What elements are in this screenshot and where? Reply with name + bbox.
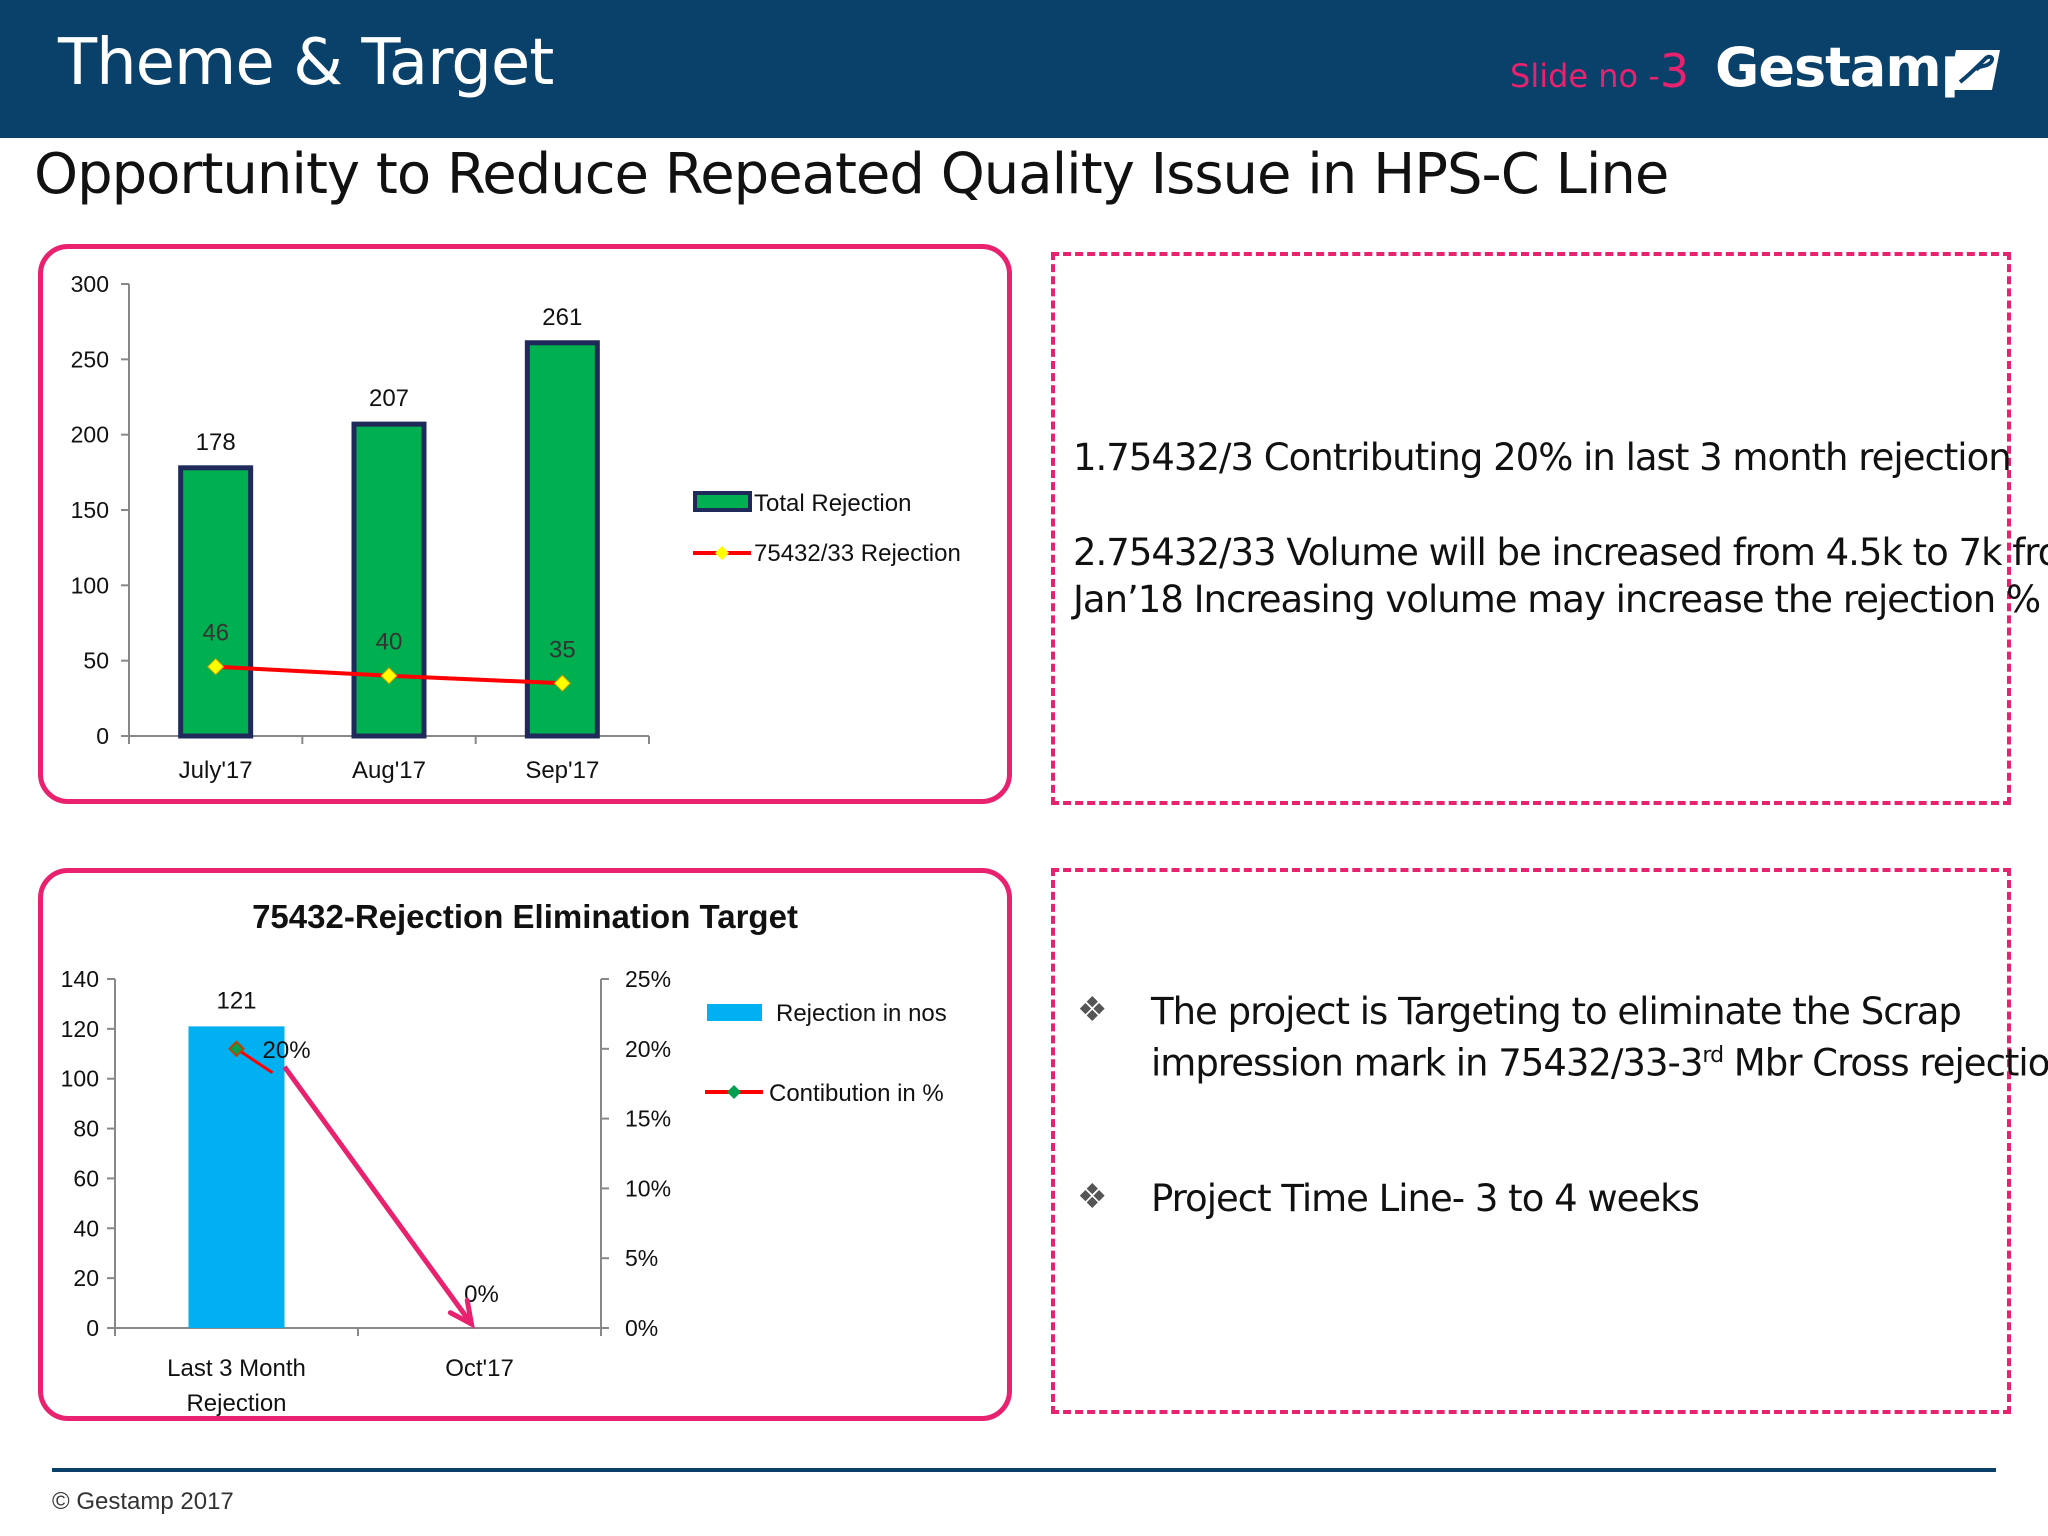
trend-arrow-head	[447, 1297, 475, 1329]
y-tick-label: 150	[71, 497, 109, 523]
slide-title: Theme & Target	[58, 26, 554, 100]
elimination-target-chart-panel: 75432-Rejection Elimination Target 0 20 40 6…	[38, 868, 1012, 1421]
bullet-icon: ❖	[1077, 1178, 1108, 1216]
line-point-marker	[553, 674, 572, 692]
x-tick-label: July'17	[179, 757, 253, 784]
left-y-tick-label: 140	[61, 966, 99, 992]
line-point-marker	[380, 667, 398, 685]
x-tick-label: Last 3 Month	[167, 1355, 306, 1382]
y-tick-label: 300	[71, 271, 109, 297]
left-y-tick-label: 0	[86, 1315, 99, 1341]
y-tick-label: 100	[71, 572, 109, 598]
left-y-tick-label: 120	[61, 1016, 99, 1042]
bar-data-label: 207	[369, 385, 409, 412]
project-target-text-box: ❖ The project is Targeting to eliminate …	[1051, 868, 2048, 1414]
line-data-label: 35	[549, 636, 576, 663]
y-tick-label: 50	[83, 648, 109, 674]
bar-total-rejection	[178, 465, 254, 739]
legend-marker-75432-33	[715, 546, 729, 560]
rejection-trend-chart: 0 50 100 150 200 250 300 July'17 Aug'17 Sep'17 178…	[71, 271, 961, 784]
x-tick-label: Rejection	[186, 1390, 286, 1416]
line-data-label: 46	[202, 620, 229, 647]
line-data-label: 40	[376, 629, 403, 656]
bar-total-rejection	[524, 340, 600, 739]
analysis-point-1: 1.75432/3 Contributing 20% in last 3 mon…	[1073, 436, 2012, 479]
legend-label-total-rejection: Total Rejection	[754, 490, 911, 517]
footer-divider	[52, 1468, 1996, 1472]
elimination-target-chart: 75432-Rejection Elimination Target 0 20 40 6…	[61, 898, 947, 1416]
legend-swatch-rejection-in-nos	[707, 1004, 762, 1021]
item1-line2-post: Mbr Cross rejection	[1723, 1041, 2048, 1085]
header-bar: Theme & Target Slide no -3 Gestamp	[0, 0, 2048, 138]
x-tick-label: Sep'17	[525, 757, 599, 784]
page-subtitle: Opportunity to Reduce Repeated Quality I…	[34, 142, 1669, 207]
item1-line2-superscript: rd	[1702, 1043, 1724, 1068]
item1-line2-pre: impression mark in 75432/33-3	[1151, 1041, 1703, 1085]
line-data-label: 20%	[263, 1037, 311, 1064]
analysis-point-2-line-2: Jan’18 Increasing volume may increase th…	[1073, 578, 2041, 621]
right-y-tick-label: 5%	[625, 1245, 658, 1271]
project-target-item-1: The project is Targeting to eliminate th…	[1151, 990, 2048, 1085]
copyright-text: © Gestamp 2017	[52, 1488, 234, 1515]
bar-data-label: 178	[196, 429, 236, 456]
line-point-marker	[228, 1040, 245, 1058]
x-tick-label: Oct'17	[445, 1355, 514, 1382]
chart-title: 75432-Rejection Elimination Target	[252, 898, 798, 935]
bar-data-label: 121	[216, 987, 256, 1014]
right-y-tick-label: 25%	[625, 966, 671, 992]
gestamp-logo-text: Gestamp	[1715, 36, 1979, 99]
slide-number: 3	[1659, 44, 1690, 98]
slide-number-prefix: Slide no -	[1510, 57, 1660, 95]
left-y-tick-label: 100	[61, 1066, 99, 1092]
legend-label-rejection-in-nos: Rejection in nos	[776, 1000, 947, 1027]
slide-number-label: Slide no -3	[1510, 44, 1689, 98]
legend-label-75432-33: 75432/33 Rejection	[754, 540, 961, 567]
bar-rejection-in-nos	[188, 1026, 285, 1328]
legend-marker-contribution	[727, 1085, 741, 1099]
y-tick-label: 250	[71, 346, 109, 372]
left-y-tick-label: 60	[73, 1165, 99, 1191]
analysis-text-box: 1.75432/3 Contributing 20% in last 3 mon…	[1051, 252, 2048, 805]
project-target-item-1-line-1: The project is Targeting to eliminate th…	[1151, 990, 1962, 1033]
right-y-tick-label: 0%	[625, 1315, 658, 1341]
trend-arrow	[282, 1065, 474, 1326]
rejection-trend-chart-panel: 0 50 100 150 200 250 300 July'17 Aug'17 Sep'17 178…	[38, 244, 1012, 804]
bullet-icon: ❖	[1077, 991, 1108, 1029]
analysis-point-2-line-1: 2.75432/33 Volume will be increased from…	[1073, 531, 2048, 574]
legend-label-contribution: Contibution in %	[769, 1080, 944, 1107]
left-y-tick-label: 20	[73, 1265, 99, 1291]
project-target-item-2: Project Time Line- 3 to 4 weeks	[1151, 1177, 1700, 1220]
left-y-tick-label: 80	[73, 1116, 99, 1142]
right-y-tick-label: 10%	[625, 1175, 671, 1201]
left-y-tick-label: 40	[73, 1215, 99, 1241]
y-tick-label: 200	[71, 422, 109, 448]
y-tick-label: 0	[96, 723, 109, 749]
line-contribution-percent	[235, 1047, 274, 1075]
line-point-marker	[206, 657, 225, 676]
bar-data-label: 261	[542, 304, 582, 331]
gestamp-logo-icon	[1948, 50, 2000, 90]
right-y-tick-label: 20%	[625, 1036, 671, 1062]
legend-swatch-total-rejection	[693, 491, 752, 512]
x-tick-label: Aug'17	[352, 757, 426, 784]
project-target-item-1-line-2: impression mark in 75432/33-3rd Mbr Cros…	[1151, 1034, 2048, 1085]
right-y-tick-label: 15%	[625, 1106, 671, 1132]
bar-total-rejection	[351, 421, 427, 739]
